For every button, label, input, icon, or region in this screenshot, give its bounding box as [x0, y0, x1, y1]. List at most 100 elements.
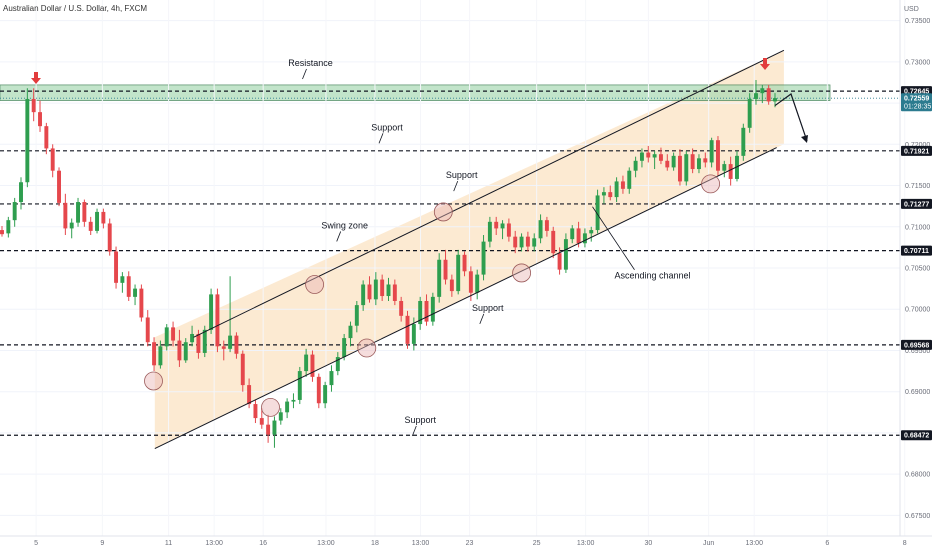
candle-up: [430, 296, 435, 322]
candle-down: [658, 154, 663, 161]
candle-up: [741, 127, 746, 156]
y-tick-label: 0.69000: [905, 389, 930, 396]
candle-down: [31, 98, 36, 113]
candle-up: [614, 181, 619, 198]
down-arrow-marker: [760, 64, 770, 70]
candle-down: [0, 230, 4, 235]
candle-down: [665, 160, 670, 168]
price-tag: [901, 198, 932, 209]
down-arrow-marker: [31, 78, 41, 84]
candle-up: [760, 88, 765, 94]
annotation-pointer: [336, 231, 342, 242]
x-tick-label: 13:00: [412, 540, 430, 547]
candle-down: [690, 154, 695, 170]
candle-down: [728, 164, 733, 179]
candle-down: [766, 88, 771, 102]
candle-up: [456, 254, 461, 292]
candle-down: [608, 192, 613, 198]
candle-up: [348, 325, 353, 339]
y-tick-label: 0.71500: [905, 183, 930, 190]
candle-up: [95, 211, 100, 231]
y-tick-label: 0.70500: [905, 266, 930, 273]
annotation-label: Resistance: [288, 58, 333, 68]
candle-up: [671, 155, 676, 168]
annotation-pointer: [453, 180, 459, 192]
candle-up: [304, 354, 309, 372]
x-tick-label: 11: [165, 540, 172, 547]
price-tag-label: 0.72559: [904, 96, 929, 103]
candle-down: [145, 317, 150, 343]
candle-up: [323, 385, 328, 404]
touch-point-circle: [433, 202, 453, 222]
candle-down: [114, 251, 119, 283]
y-tick-label: 0.73000: [905, 59, 930, 66]
touch-point-circle: [357, 338, 377, 358]
candle-up: [342, 338, 347, 358]
candle-up: [519, 236, 524, 248]
price-tag-label: 0.71921: [904, 148, 929, 155]
price-tag-label: 0.72645: [904, 89, 929, 96]
candle-down: [399, 300, 404, 316]
candle-up: [582, 233, 587, 244]
candle-down: [88, 221, 93, 231]
candle-down: [234, 335, 239, 354]
candle-down: [380, 279, 385, 297]
candle-up: [6, 220, 11, 234]
candle-down: [462, 254, 467, 272]
candle-up: [595, 195, 600, 231]
touch-point-circle: [261, 397, 280, 417]
candle-down: [139, 288, 144, 318]
price-tag-label: 0.68472: [904, 433, 929, 440]
candle-up: [373, 279, 378, 300]
candle-up: [601, 192, 606, 196]
candle-down: [506, 223, 511, 237]
projection-path: [774, 93, 808, 142]
candle-up: [652, 154, 657, 158]
x-tick-label: 30: [645, 540, 653, 547]
annotation-label: Ascending channel: [614, 271, 690, 281]
candle-down: [392, 284, 397, 301]
candle-up: [709, 140, 714, 163]
annotation-label: Swing zone: [321, 220, 368, 230]
candle-up: [190, 333, 195, 343]
candle-down: [57, 170, 61, 203]
candle-up: [487, 221, 492, 242]
touch-point-circle: [701, 174, 720, 194]
candle-up: [133, 288, 138, 297]
candle-up: [335, 357, 340, 372]
candle-up: [773, 98, 777, 102]
candle-down: [620, 181, 625, 189]
price-tag: [901, 93, 932, 112]
price-tag-label: 0.70711: [904, 248, 929, 255]
x-tick-label: 16: [259, 540, 267, 547]
candle-down: [221, 346, 226, 349]
candle-down: [310, 354, 315, 377]
candle-down: [126, 276, 131, 297]
candle-down: [367, 284, 372, 300]
x-tick-label: Jun: [703, 540, 714, 547]
y-tick-label: 0.73500: [905, 18, 930, 25]
price-tag: [901, 339, 932, 350]
candle-up: [272, 420, 277, 435]
candle-up: [747, 98, 752, 128]
x-tick-label: 13:00: [577, 540, 595, 547]
down-arrow-marker: [34, 72, 38, 78]
price-tag: [901, 430, 932, 441]
candle-up: [297, 371, 302, 400]
candle-down: [152, 342, 157, 366]
candle-up: [361, 284, 366, 306]
candle-down: [716, 140, 720, 171]
candle-down: [703, 158, 708, 163]
candle-up: [25, 98, 30, 183]
countdown-label: 01:28:35: [904, 104, 931, 111]
candle-up: [411, 324, 416, 344]
candle-up: [570, 228, 575, 240]
candle-down: [63, 202, 68, 229]
y-tick-label: 0.71000: [905, 224, 930, 231]
x-tick-label: 13:00: [745, 540, 763, 547]
candle-down: [557, 253, 562, 270]
down-arrow-marker: [763, 58, 767, 64]
candle-up: [12, 202, 17, 221]
candle-down: [177, 340, 182, 361]
